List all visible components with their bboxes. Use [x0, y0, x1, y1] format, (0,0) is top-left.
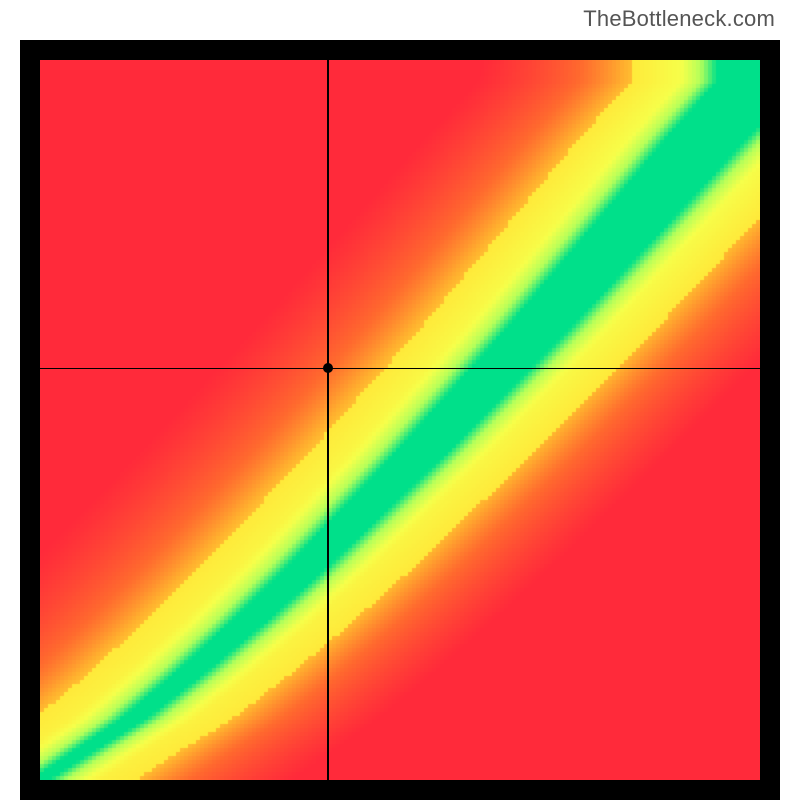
crosshair-vertical: [327, 60, 328, 780]
heatmap-frame: [20, 40, 780, 800]
bottleneck-heatmap: [40, 60, 760, 780]
watermark-text: TheBottleneck.com: [583, 6, 775, 32]
figure-stage: TheBottleneck.com: [0, 0, 800, 800]
crosshair-horizontal: [40, 368, 760, 369]
selection-marker-dot: [323, 363, 333, 373]
